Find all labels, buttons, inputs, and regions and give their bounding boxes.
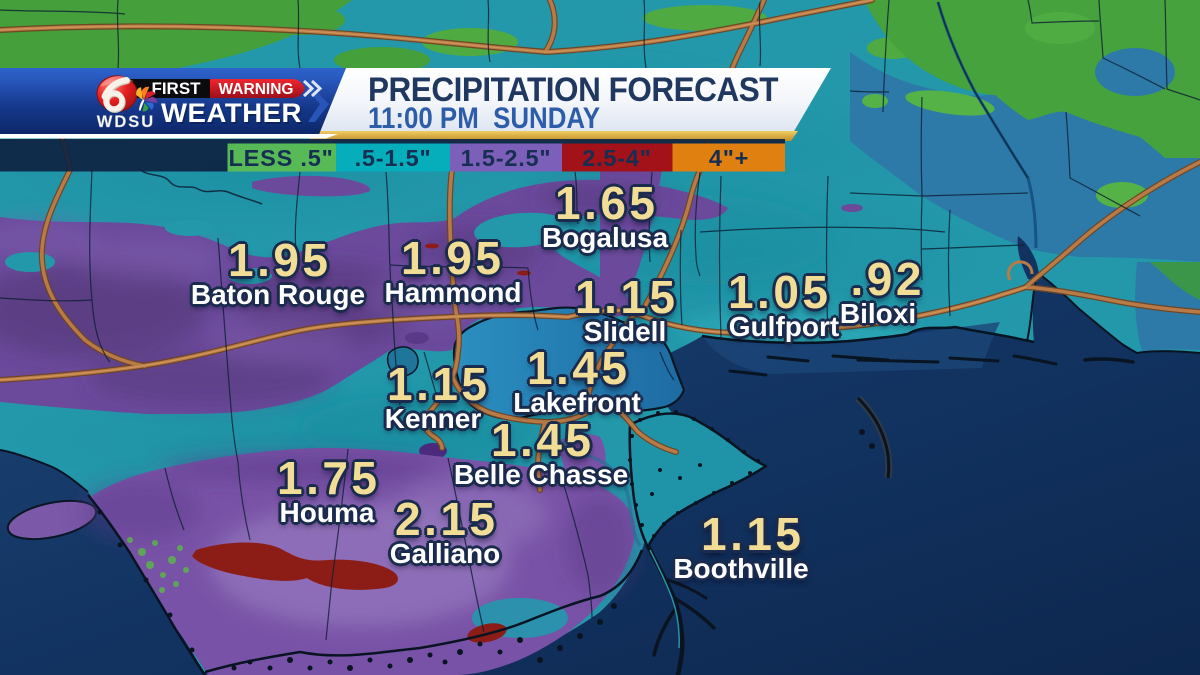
svg-text:WARNING: WARNING — [219, 81, 294, 98]
svg-text:.5-1.5": .5-1.5" — [355, 145, 432, 171]
svg-text:LESS .5": LESS .5" — [228, 145, 333, 171]
svg-text:WEATHER: WEATHER — [161, 98, 302, 128]
svg-text:PRECIPITATION FORECAST: PRECIPITATION FORECAST — [368, 71, 779, 109]
svg-text:WEATHER: WEATHER — [163, 100, 304, 130]
svg-text:4"+: 4"+ — [709, 145, 749, 171]
svg-text:1.5-2.5": 1.5-2.5" — [461, 145, 552, 171]
svg-text:FIRST: FIRST — [151, 79, 201, 98]
svg-text:2.5-4": 2.5-4" — [582, 145, 652, 171]
svg-text:11:00 PM SUNDAY: 11:00 PM SUNDAY — [368, 102, 600, 135]
svg-text:WDSU: WDSU — [97, 113, 155, 131]
